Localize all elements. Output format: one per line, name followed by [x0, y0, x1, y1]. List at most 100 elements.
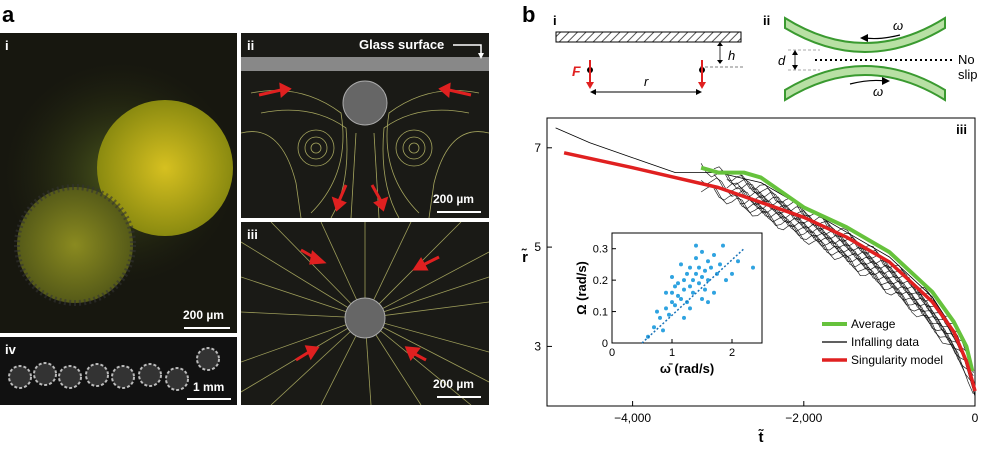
inset-point [712, 290, 716, 295]
y-axis-label: r̃ [521, 248, 528, 266]
x-tick-label: 0 [972, 411, 979, 425]
inset-point [700, 275, 704, 279]
scale-bar [437, 211, 481, 213]
colony-image [5, 63, 235, 306]
inset-point [706, 300, 710, 305]
scale-bar [437, 396, 481, 398]
rotating-colonies-diagram [784, 16, 955, 102]
subpanel-label-ii: ii [247, 38, 255, 53]
inset-point [682, 315, 686, 320]
inset-point [691, 290, 695, 295]
infalling-trace [752, 197, 974, 387]
inset-point [703, 287, 707, 292]
scale-label-i: 200 µm [183, 308, 224, 322]
colony-chain [8, 347, 220, 391]
scale-label-ii: 200 µm [433, 192, 474, 206]
subpanel-label-iv: iv [5, 342, 16, 357]
inset-y-tick-label: 0 [602, 338, 608, 350]
plot-frame [546, 117, 976, 407]
inset-point [697, 265, 701, 270]
inset-point [724, 278, 728, 283]
panel-a-letter: a [2, 2, 15, 27]
inset-point [721, 243, 725, 248]
inset-point [679, 262, 683, 267]
inset-point [709, 265, 713, 270]
inset-point [664, 290, 668, 295]
infalling-trace [700, 184, 974, 395]
inset-point [673, 303, 677, 308]
inset-point [691, 278, 695, 283]
radius-label: r [644, 74, 649, 89]
scale-bar [184, 327, 230, 329]
inset-x-tick-label: 2 [729, 347, 735, 359]
gap-label: d [778, 53, 786, 68]
inset-point [667, 312, 671, 317]
inset-point [658, 315, 662, 320]
x-axis-label: t̃ [758, 429, 764, 446]
subpanel-label-b-iii: iii [956, 122, 967, 137]
inset-point [670, 300, 674, 305]
inset-point [661, 328, 665, 333]
legend-entry: Singularity model [851, 353, 943, 367]
inset-point [706, 278, 710, 283]
scale-label-iv: 1 mm [193, 380, 225, 394]
force-label: F [572, 63, 581, 79]
micrograph-ii: ii Glass surface 200 µm [241, 33, 489, 218]
inset-point [670, 275, 674, 279]
glass-surface-label: Glass surface [359, 37, 445, 52]
inset-x-tick-label: 0 [609, 347, 615, 359]
inset-point [664, 306, 668, 311]
subpanel-label-i: i [5, 38, 9, 53]
chart-iii: −4,000 −2,000 0 3 5 7 t̃ r̃ iii Average Infalling … [521, 117, 979, 446]
no-slip-label: No slip [958, 52, 978, 82]
legend-entry: Infalling data [851, 335, 919, 349]
inset-y-tick-label: 0.2 [593, 275, 608, 287]
inset-point [679, 297, 683, 301]
infalling-trace [700, 177, 974, 388]
inset-point [682, 287, 686, 292]
inset-point [736, 259, 740, 264]
infalling-trace [713, 166, 972, 365]
inset-background [582, 225, 774, 383]
inset-frame [611, 232, 763, 344]
panel-b-letter: b [522, 2, 536, 27]
infalling-data-line [555, 127, 976, 397]
inset-point [730, 271, 734, 276]
inset-point [703, 268, 707, 273]
inset-point [712, 253, 716, 257]
inset-point [673, 284, 677, 289]
inset-point [676, 281, 680, 286]
micrograph-iii: iii 200 µm [241, 222, 489, 405]
inset-point [688, 306, 692, 311]
inset-point [694, 243, 698, 248]
schematic-i: i F h r [550, 8, 750, 108]
inset-fit-line [641, 248, 745, 344]
inset-point [700, 297, 704, 301]
inset-x-tick-label: 1 [669, 347, 675, 359]
inset-point [685, 271, 689, 276]
streamline-image-ii [241, 44, 489, 218]
micrograph-iv: iv 1 mm [0, 337, 237, 405]
y-tick-label: 5 [534, 240, 541, 254]
omega-top-label: ω [893, 18, 904, 33]
inset-point [700, 249, 704, 254]
singularity-model-line [563, 151, 977, 392]
inset-point [706, 259, 710, 264]
inset-point [682, 278, 686, 283]
inset-y-tick-label: 0.3 [593, 244, 608, 256]
inset-point [670, 290, 674, 295]
height-label: h [728, 48, 736, 63]
inset-point [718, 262, 722, 267]
inset-x-label: ω̄ (rad/s) [660, 361, 714, 376]
omega-bottom-label: ω [873, 84, 884, 99]
inset-point [688, 265, 692, 270]
subpanel-label-b-i: i [553, 13, 557, 28]
inset-point [751, 265, 755, 270]
y-tick-label: 3 [534, 339, 541, 353]
micrograph-i: i 200 µm [0, 33, 237, 333]
average-line [700, 165, 975, 372]
x-tick-label: −4,000 [614, 411, 651, 425]
infalling-trace [713, 174, 972, 377]
inset-point [697, 281, 701, 286]
x-tick-label: −2,000 [785, 411, 822, 425]
